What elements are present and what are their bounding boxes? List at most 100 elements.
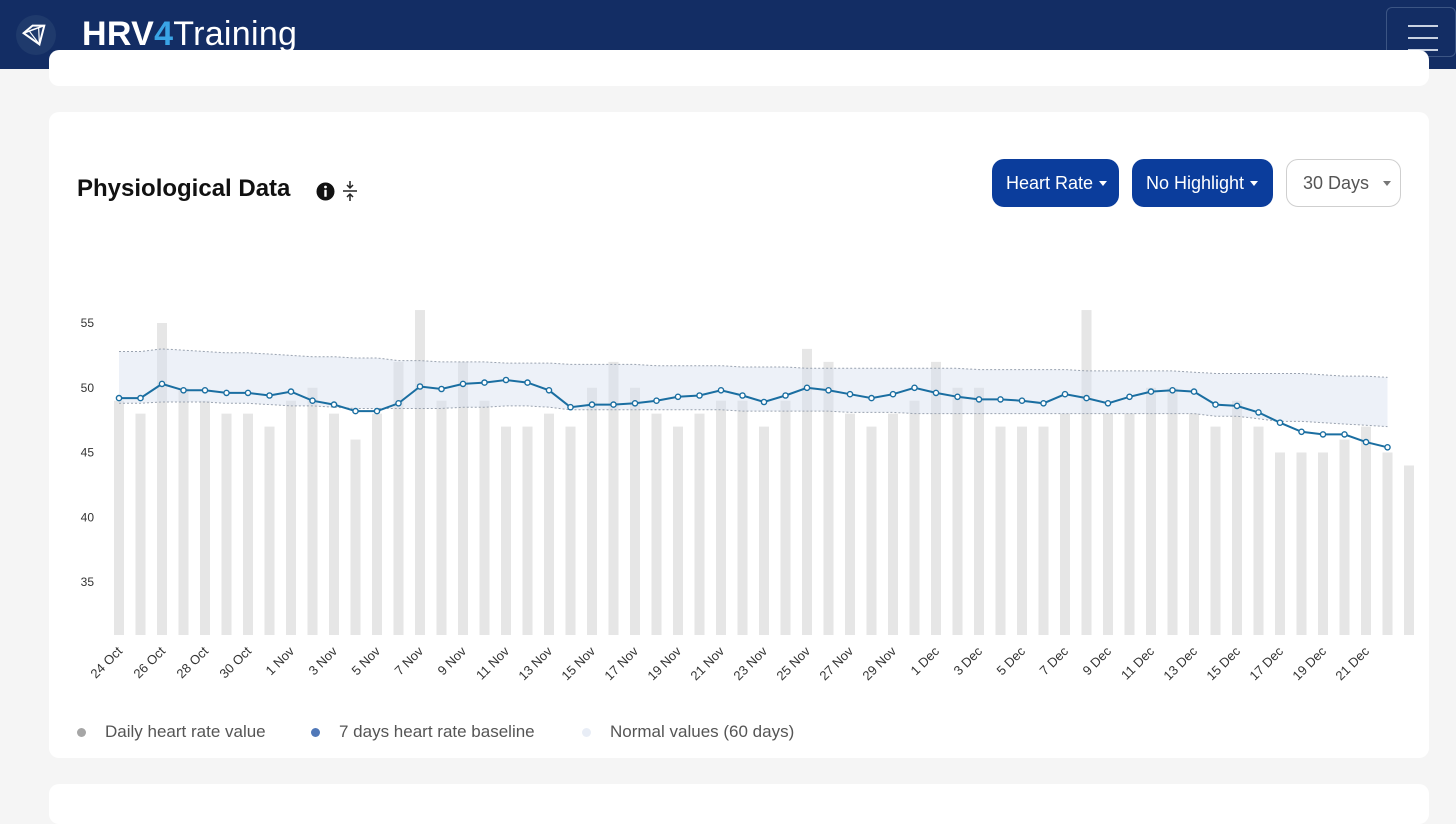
- metric-dropdown-label: Heart Rate: [1006, 172, 1094, 193]
- daily-value-bar: [952, 387, 963, 635]
- brand-wordmark[interactable]: HRV4Training: [82, 14, 297, 54]
- daily-value-bar: [1253, 426, 1264, 635]
- baseline-point: [1362, 438, 1370, 446]
- x-tick-label: 9 Dec: [1079, 643, 1114, 678]
- x-tick-label: 26 Oct: [130, 643, 168, 681]
- x-tick-label: 19 Nov: [644, 643, 684, 683]
- daily-value-bar: [1404, 465, 1414, 635]
- baseline-point: [1384, 443, 1391, 451]
- baseline-point: [975, 396, 983, 403]
- highlight-dropdown[interactable]: No Highlight: [1132, 159, 1273, 207]
- x-tick-label: 27 Nov: [816, 643, 856, 683]
- daily-value-bar: [1210, 426, 1221, 635]
- daily-value-bar: [1017, 426, 1027, 635]
- x-tick-label: 5 Dec: [993, 643, 1028, 678]
- range-dropdown[interactable]: 30 Days: [1286, 159, 1401, 207]
- chevron-down-icon: [1250, 180, 1259, 186]
- baseline-point: [223, 389, 230, 397]
- baseline-point: [180, 386, 187, 394]
- daily-value-bar: [479, 400, 490, 635]
- baseline-point: [610, 401, 617, 408]
- daily-value-bar: [737, 400, 748, 635]
- x-tick-label: 7 Nov: [391, 643, 426, 678]
- baseline-point: [567, 403, 574, 411]
- y-tick-label: 55: [81, 316, 95, 330]
- daily-value-bar: [974, 387, 984, 635]
- daily-value-bar: [888, 413, 898, 635]
- daily-value-bar: [845, 413, 855, 635]
- baseline-point: [309, 397, 316, 405]
- baseline-point: [244, 389, 252, 397]
- baseline-point: [524, 379, 531, 386]
- baseline-point: [932, 389, 940, 397]
- baseline-point: [1126, 393, 1133, 401]
- daily-value-bar: [135, 413, 146, 635]
- x-tick-label: 3 Nov: [305, 643, 340, 678]
- daily-value-bar: [393, 361, 404, 635]
- baseline-point: [1319, 431, 1327, 438]
- daily-value-bar: [909, 400, 920, 635]
- brand-part-training: Training: [173, 15, 298, 53]
- daily-value-bar: [178, 387, 189, 635]
- collapse-icon[interactable]: [341, 180, 359, 202]
- hrv4training-logo-icon[interactable]: [16, 15, 56, 55]
- hamburger-menu-icon: [1408, 25, 1438, 27]
- daily-value-bar: [522, 426, 533, 635]
- normal-range-lower: [119, 401, 1388, 428]
- legend-label-baseline: 7 days heart rate baseline: [339, 722, 535, 741]
- x-tick-label: 3 Dec: [950, 643, 985, 678]
- baseline-point: [158, 380, 166, 388]
- baseline-point: [266, 392, 273, 399]
- daily-value-bar: [200, 400, 210, 635]
- baseline-point: [1212, 401, 1219, 408]
- baseline-point: [846, 390, 854, 398]
- metric-dropdown[interactable]: Heart Rate: [992, 159, 1119, 207]
- baseline-point: [545, 386, 553, 394]
- brand-part-hrv: HRV: [82, 15, 155, 53]
- legend-dot-normal: [582, 727, 591, 737]
- baseline-point: [416, 383, 424, 390]
- daily-value-bar: [501, 426, 511, 635]
- highlight-dropdown-label: No Highlight: [1146, 172, 1245, 193]
- daily-value-bar: [759, 426, 769, 635]
- baseline-point: [1018, 397, 1026, 405]
- baseline-point: [330, 401, 338, 408]
- daily-value-bar: [1060, 413, 1070, 635]
- legend-dot-baseline: [311, 727, 320, 737]
- daily-value-bar: [329, 413, 339, 635]
- baseline-point: [1104, 399, 1112, 407]
- chevron-down-icon: [1383, 180, 1392, 186]
- baseline-point: [760, 398, 768, 406]
- baseline-point: [889, 390, 897, 398]
- baseline-point: [696, 392, 703, 399]
- daily-value-bar: [372, 413, 382, 635]
- daily-value-bar: [221, 413, 232, 635]
- baseline-point: [674, 393, 682, 401]
- legend-item-daily[interactable]: Daily heart rate value: [77, 722, 266, 742]
- normal-range-upper: [119, 348, 1388, 378]
- baseline-point: [911, 384, 918, 392]
- baseline-point: [868, 394, 875, 402]
- y-tick-label: 35: [81, 575, 95, 589]
- baseline-point: [459, 380, 467, 388]
- x-tick-label: 1 Nov: [262, 643, 297, 678]
- daily-value-bar: [716, 400, 726, 635]
- daily-value-bar: [802, 348, 812, 635]
- legend-item-baseline[interactable]: 7 days heart rate baseline: [311, 722, 535, 742]
- x-tick-label: 9 Nov: [434, 643, 469, 678]
- baseline-point: [373, 407, 381, 415]
- daily-value-bar: [350, 439, 361, 635]
- baseline-point: [115, 394, 123, 402]
- baseline-point: [502, 376, 510, 384]
- daily-value-bar: [1081, 310, 1092, 635]
- info-icon[interactable]: [316, 182, 335, 201]
- baseline-point: [287, 388, 295, 395]
- x-tick-label: 24 Oct: [87, 643, 125, 681]
- daily-value-bar: [307, 387, 318, 635]
- legend-label-normal: Normal values (60 days): [610, 722, 795, 741]
- legend-item-normal[interactable]: Normal values (60 days): [582, 722, 794, 742]
- previous-card: [49, 50, 1429, 86]
- x-tick-label: 17 Dec: [1246, 643, 1286, 683]
- y-tick-label: 45: [81, 446, 95, 460]
- x-tick-label: 15 Dec: [1203, 643, 1243, 683]
